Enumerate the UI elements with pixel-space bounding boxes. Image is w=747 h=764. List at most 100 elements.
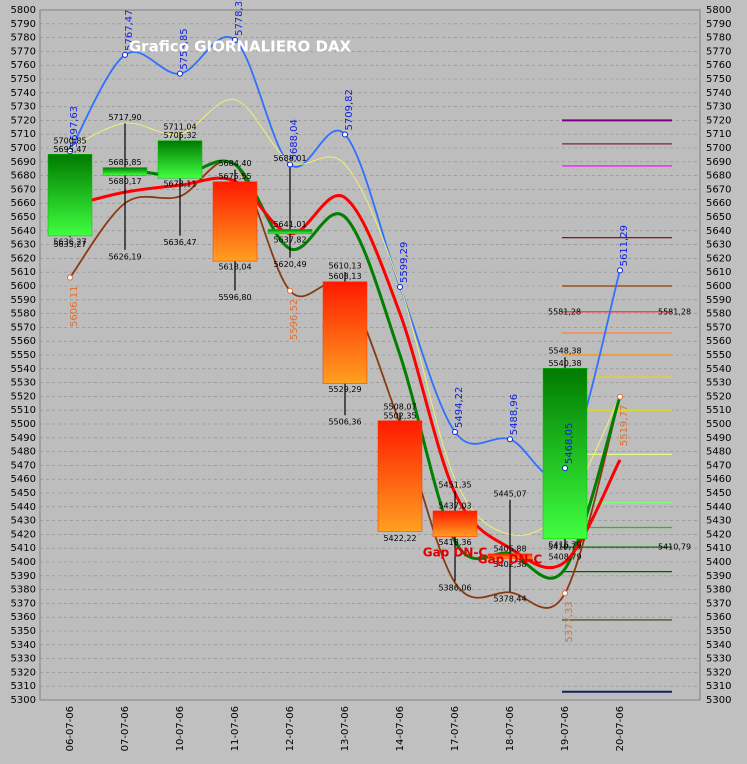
- point-label: 5494,22: [454, 387, 465, 428]
- point-marker: [397, 283, 403, 290]
- y-tick-label-right: 5410: [706, 543, 731, 554]
- y-tick-label-right: 5370: [706, 598, 731, 609]
- y-tick-label: 5360: [11, 612, 36, 623]
- y-tick-label-right: 5780: [706, 33, 731, 44]
- y-tick-label: 5410: [11, 543, 36, 554]
- candle-body: [487, 553, 533, 559]
- y-tick-label-right: 5570: [706, 322, 731, 333]
- series-line: [124, 159, 622, 580]
- y-tick-label: 5510: [11, 405, 36, 416]
- y-tick-label-right: 5670: [706, 184, 731, 195]
- y-tick-label-right: 5450: [706, 488, 731, 499]
- x-tick-label: 11-07-06: [230, 706, 241, 751]
- y-tick-label: 5800: [11, 5, 36, 16]
- candle-label: 5386,06: [438, 584, 471, 593]
- y-tick-label: 5470: [11, 460, 36, 471]
- candle-label: 5635,27: [53, 240, 86, 249]
- point-label: 5688,04: [289, 119, 300, 160]
- candle-body: [377, 420, 423, 532]
- y-tick-label-right: 5360: [706, 612, 731, 623]
- annotation: Gap DN-C: [423, 546, 488, 560]
- point-label: 5488,96: [509, 394, 520, 435]
- y-tick-label-right: 5790: [706, 19, 731, 30]
- candle-body: [47, 154, 93, 237]
- point-label: 5767,47: [124, 10, 135, 51]
- point-label: 5468,05: [564, 423, 575, 464]
- y-tick-label-right: 5730: [706, 102, 731, 113]
- x-tick-label: 13-07-06: [340, 706, 351, 751]
- y-tick-label-right: 5660: [706, 198, 731, 209]
- point-marker: [67, 274, 73, 281]
- y-tick-label: 5460: [11, 474, 36, 485]
- point-marker: [562, 590, 568, 597]
- y-tick-label: 5740: [11, 88, 36, 99]
- y-tick-label: 5310: [11, 681, 36, 692]
- y-tick-label: 5330: [11, 654, 36, 665]
- y-tick-label-right: 5460: [706, 474, 731, 485]
- x-tick-label: 07-07-06: [120, 706, 131, 751]
- y-tick-label: 5620: [11, 253, 36, 264]
- y-tick-label-right: 5510: [706, 405, 731, 416]
- y-tick-label-right: 5720: [706, 115, 731, 126]
- candle-label: 5641,01: [273, 220, 306, 229]
- candle-body: [267, 229, 313, 235]
- candle-label: 5695,47: [53, 145, 86, 154]
- level-label: 5410,79: [658, 543, 691, 552]
- y-tick-label-right: 5430: [706, 516, 731, 527]
- candle-label: 5402,38: [493, 560, 526, 569]
- candle-label: 5711,04: [163, 122, 196, 131]
- y-tick-label-right: 5540: [706, 364, 731, 375]
- y-tick-label: 5300: [11, 695, 36, 706]
- y-tick-label-right: 5520: [706, 391, 731, 402]
- y-tick-label: 5380: [11, 585, 36, 596]
- candle-label: 5675,55: [218, 172, 251, 181]
- y-tick-label-right: 5330: [706, 654, 731, 665]
- y-tick-label: 5420: [11, 529, 36, 540]
- candle-label: 5405,88: [493, 544, 526, 553]
- y-tick-label: 5650: [11, 212, 36, 223]
- point-label: 5697,63: [69, 106, 80, 147]
- y-tick-label-right: 5350: [706, 626, 731, 637]
- candle-label: 5437,03: [438, 501, 471, 510]
- y-tick-label: 5580: [11, 309, 36, 320]
- y-tick-label: 5400: [11, 557, 36, 568]
- y-tick-label: 5520: [11, 391, 36, 402]
- y-tick-label-right: 5630: [706, 240, 731, 251]
- y-tick-label-right: 5440: [706, 502, 731, 513]
- y-tick-label: 5690: [11, 157, 36, 168]
- y-tick-label-right: 5640: [706, 226, 731, 237]
- y-tick-label: 5450: [11, 488, 36, 499]
- y-tick-label-right: 5490: [706, 433, 731, 444]
- y-tick-label: 5390: [11, 571, 36, 582]
- point-marker: [122, 51, 128, 58]
- candle-body: [157, 140, 203, 179]
- y-tick-label: 5340: [11, 640, 36, 651]
- chart-title: Grafico GIORNALIERO DAX: [129, 38, 352, 56]
- candle-label: 5636,27: [53, 237, 86, 246]
- x-tick-label: 19-07-06: [560, 706, 571, 751]
- y-tick-label: 5660: [11, 198, 36, 209]
- candle-label: 5680,17: [108, 177, 141, 186]
- candle-label: 5610,13: [328, 262, 361, 271]
- candle-label: 5620,49: [273, 260, 306, 269]
- y-tick-label-right: 5550: [706, 350, 731, 361]
- y-tick-label: 5680: [11, 171, 36, 182]
- y-tick-label-right: 5610: [706, 267, 731, 278]
- y-tick-label: 5630: [11, 240, 36, 251]
- y-tick-label-right: 5530: [706, 378, 731, 389]
- candle-body: [432, 510, 478, 537]
- point-label: 5519,77: [619, 405, 630, 446]
- x-tick-label: 10-07-06: [175, 706, 186, 751]
- point-marker: [617, 267, 623, 274]
- y-tick-label: 5730: [11, 102, 36, 113]
- y-tick-label: 5440: [11, 502, 36, 513]
- y-tick-label: 5480: [11, 447, 36, 458]
- candle-label: 5408,79: [548, 552, 581, 561]
- point-marker: [342, 131, 348, 138]
- y-tick-label-right: 5300: [706, 695, 731, 706]
- y-tick-label-right: 5800: [706, 5, 731, 16]
- annotation: Gap DN-C: [478, 553, 543, 567]
- candle-label: 5445,07: [493, 489, 526, 498]
- level-label: 5581,28: [658, 307, 691, 316]
- candle-label: 5618,04: [218, 263, 251, 272]
